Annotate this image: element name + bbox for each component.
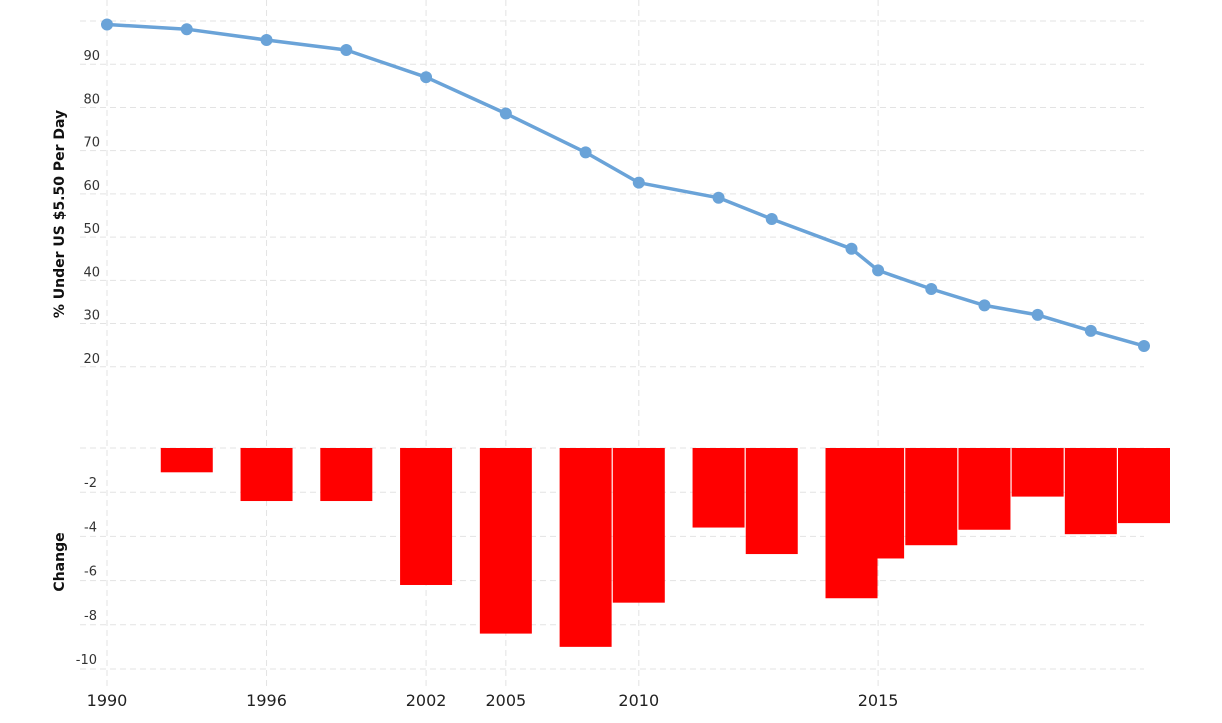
line-y-tick-label: 40 — [83, 265, 100, 280]
change-bars — [160, 448, 1170, 647]
poverty-data-point — [180, 23, 193, 36]
poverty-data-point — [872, 264, 885, 277]
bar-y-axis-label: Change — [52, 532, 68, 591]
poverty-data-point — [925, 282, 938, 295]
change-bar — [612, 448, 665, 603]
x-tick-label: 2015 — [858, 691, 899, 710]
bar-y-tick-label: -8 — [84, 609, 97, 624]
poverty-data-point — [340, 43, 353, 56]
poverty-data-point — [420, 71, 433, 84]
change-bar — [1118, 448, 1170, 524]
change-bar — [400, 448, 453, 585]
poverty-data-point — [1084, 324, 1097, 337]
change-bar — [320, 448, 373, 502]
poverty-data-point — [978, 299, 991, 312]
line-y-tick-label: 60 — [83, 179, 100, 194]
poverty-data-point — [499, 107, 512, 120]
change-bar — [745, 448, 798, 555]
change-bar — [692, 448, 745, 528]
line-y-ticks: 20 30 40 50 60 70 80 90 — [83, 49, 100, 367]
line-y-tick-label: 90 — [83, 49, 100, 64]
line-y-tick-label: 80 — [83, 92, 100, 107]
bar-y-ticks: -2 -4 -6 -8 -10 — [76, 476, 97, 668]
poverty-line — [106, 22, 1145, 348]
change-bar — [1011, 448, 1064, 497]
line-y-tick-label: 70 — [83, 136, 100, 151]
x-tick-label: 1996 — [246, 691, 287, 710]
poverty-data-point — [260, 34, 273, 47]
bar-y-tick-label: -6 — [84, 565, 97, 580]
line-y-tick-label: 30 — [83, 309, 100, 324]
bar-y-tick-label: -10 — [76, 653, 97, 668]
line-y-tick-label: 20 — [83, 352, 100, 367]
change-bar — [559, 448, 612, 647]
poverty-data-point — [1031, 308, 1044, 321]
bar-chart-grid — [80, 447, 1144, 670]
change-bar — [160, 448, 213, 473]
poverty-data-point — [765, 212, 778, 225]
bar-y-tick-label: -4 — [84, 520, 97, 535]
change-bar — [905, 448, 958, 546]
poverty-data-point — [579, 146, 592, 159]
line-y-tick-label: 50 — [83, 222, 100, 237]
x-tick-label: 2010 — [618, 691, 659, 710]
poverty-data-point — [1138, 340, 1150, 353]
change-bar — [240, 448, 293, 502]
poverty-data-point — [101, 18, 113, 31]
x-tick-label: 2005 — [485, 691, 526, 710]
line-y-axis-label: % Under US $5.50 Per Day — [52, 110, 68, 318]
poverty-data-point — [845, 242, 858, 255]
change-bar — [958, 448, 1011, 530]
change-bar — [1064, 448, 1117, 535]
line-chart-grid — [80, 20, 1144, 368]
change-bar — [852, 448, 905, 559]
poverty-data-point — [632, 176, 645, 189]
change-bar — [479, 448, 532, 634]
x-tick-label: 1990 — [87, 691, 128, 710]
x-tick-label: 2002 — [406, 691, 447, 710]
x-axis-ticks: 1990 1996 2002 2005 2010 2015 — [87, 691, 899, 710]
poverty-data-point — [712, 191, 725, 204]
poverty-line-series — [101, 18, 1150, 353]
bar-y-tick-label: -2 — [84, 476, 97, 491]
